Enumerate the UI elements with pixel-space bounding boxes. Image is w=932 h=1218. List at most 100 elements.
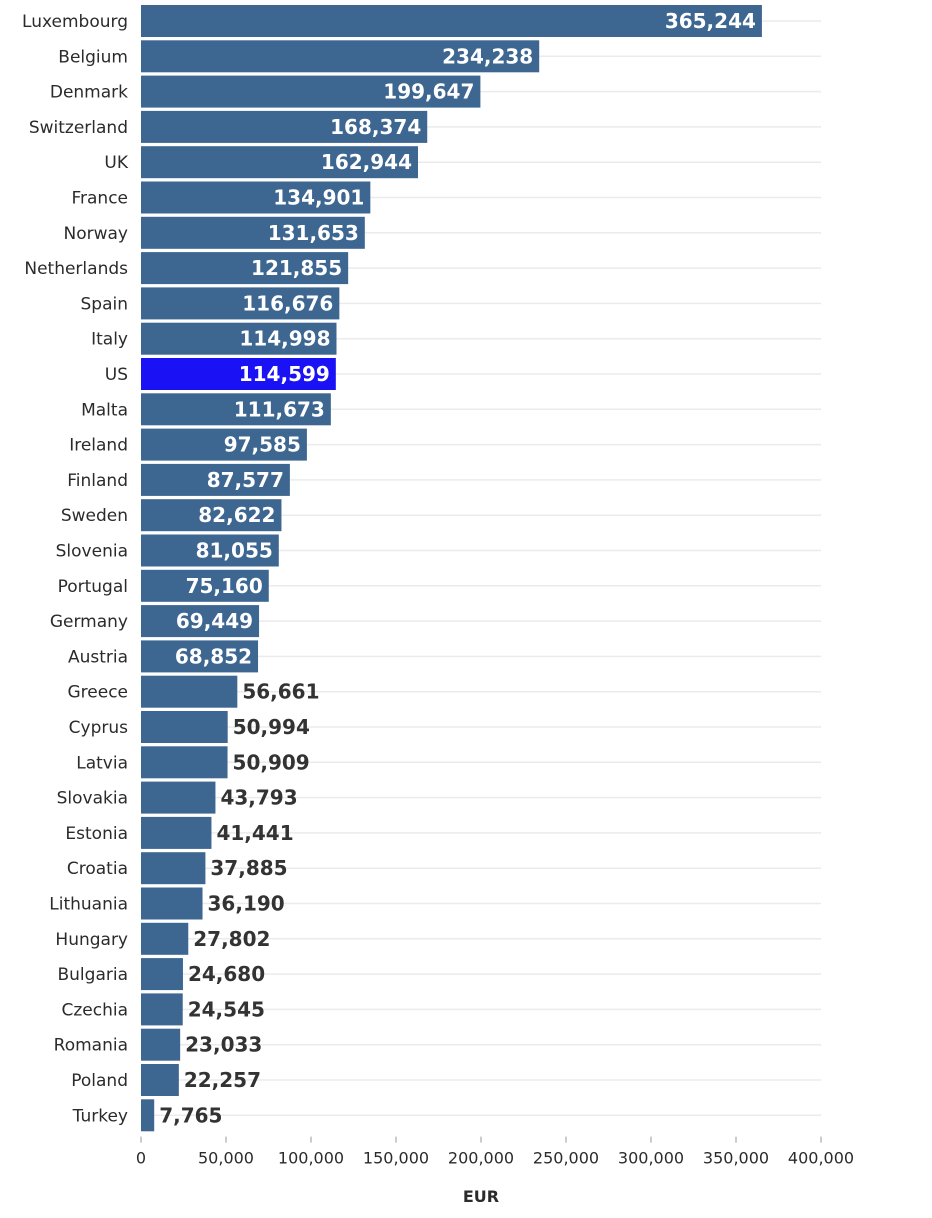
value-label: 43,793 <box>220 786 297 810</box>
bar-finland <box>141 463 290 496</box>
category-label: Sweden <box>61 506 128 526</box>
value-label: 87,577 <box>207 468 284 492</box>
category-label: France <box>71 189 128 209</box>
category-label: Austria <box>68 647 128 667</box>
value-label: 75,160 <box>186 574 263 598</box>
category-label: Finland <box>67 471 128 491</box>
category-label: Italy <box>91 330 128 350</box>
category-label: Slovenia <box>56 542 128 562</box>
category-label: Belgium <box>58 47 128 67</box>
bar-austria <box>141 640 259 673</box>
bar-greece <box>141 675 238 708</box>
category-label: Poland <box>71 1071 128 1091</box>
bar-ireland <box>141 428 307 461</box>
x-tick-label: 350,000 <box>703 1149 769 1168</box>
value-label: 168,374 <box>330 115 421 139</box>
x-tick-label: 200,000 <box>448 1149 514 1168</box>
category-label: Cyprus <box>69 718 128 738</box>
category-label: Luxembourg <box>22 12 128 32</box>
category-label: Slovakia <box>57 789 128 809</box>
bar-slovakia <box>141 781 216 814</box>
bar-bulgaria <box>141 958 183 991</box>
x-axis: 0 50,000 100,000 150,000 200,000 250,000 300,0… <box>136 1136 854 1168</box>
bar-portugal <box>141 569 269 602</box>
value-label: 41,441 <box>216 821 293 845</box>
value-label: 199,647 <box>383 80 474 104</box>
category-label: Malta <box>81 400 128 420</box>
category-label: Portugal <box>58 577 128 597</box>
value-label: 36,190 <box>208 892 285 916</box>
category-label: Romania <box>54 1036 128 1056</box>
value-label: 69,449 <box>176 609 253 633</box>
category-label: Bulgaria <box>58 965 129 985</box>
bar-sweden <box>141 499 282 532</box>
category-label: Germany <box>50 612 128 632</box>
value-label: 7,765 <box>159 1103 222 1127</box>
category-label: Estonia <box>65 824 128 844</box>
value-label: 162,944 <box>321 150 412 174</box>
category-label: Switzerland <box>29 118 128 138</box>
bar-czechia <box>141 993 183 1026</box>
category-label: Denmark <box>50 83 128 103</box>
bar-latvia <box>141 746 228 779</box>
value-label: 56,661 <box>242 680 319 704</box>
category-label: Greece <box>67 683 128 703</box>
bar-norway <box>141 216 365 249</box>
category-label: US <box>105 365 128 385</box>
value-label: 121,855 <box>251 256 342 280</box>
bar-germany <box>141 605 260 638</box>
value-label: 82,622 <box>198 503 275 527</box>
value-label: 116,676 <box>242 291 333 315</box>
value-label: 114,998 <box>239 327 330 351</box>
bar-uk <box>141 146 419 179</box>
bar-lithuania <box>141 887 203 920</box>
value-label: 24,545 <box>188 997 265 1021</box>
x-tick-label: 50,000 <box>198 1149 254 1168</box>
category-label: Croatia <box>67 859 128 879</box>
category-label: Ireland <box>69 436 128 456</box>
category-label: Czechia <box>61 1000 128 1020</box>
bar-belgium <box>141 40 540 73</box>
x-tick-label: 150,000 <box>363 1149 429 1168</box>
category-label: Turkey <box>72 1106 128 1126</box>
value-label: 114,599 <box>239 362 330 386</box>
category-label: Latvia <box>76 753 128 773</box>
label-layer: Luxembourg 365,244 Belgium 234,238 Denmark 19… <box>22 9 756 1127</box>
category-label: Norway <box>64 224 129 244</box>
value-label: 234,238 <box>442 44 533 68</box>
bar-us <box>141 358 336 390</box>
bar-poland <box>141 1064 179 1096</box>
bar-slovenia <box>141 534 279 567</box>
bar-switzerland <box>141 110 428 143</box>
category-label: Lithuania <box>49 895 128 915</box>
x-tick-label: 100,000 <box>278 1149 344 1168</box>
value-label: 81,055 <box>196 539 273 563</box>
bar-turkey <box>141 1099 155 1132</box>
bar-italy <box>141 322 337 355</box>
value-label: 131,653 <box>268 221 359 245</box>
bar-hungary <box>141 922 189 955</box>
value-label: 27,802 <box>193 927 270 951</box>
bar-estonia <box>141 816 212 849</box>
value-label: 50,909 <box>233 750 310 774</box>
category-label: Netherlands <box>24 259 128 279</box>
bar-croatia <box>141 852 206 885</box>
bar-denmark <box>141 75 481 108</box>
value-label: 68,852 <box>175 644 252 668</box>
value-label: 50,994 <box>233 715 310 739</box>
x-tick-label: 250,000 <box>533 1149 599 1168</box>
value-label: 22,257 <box>184 1068 261 1092</box>
value-label: 97,585 <box>224 433 301 457</box>
x-tick-label: 0 <box>136 1149 146 1168</box>
bar-netherlands <box>141 252 349 285</box>
value-label: 111,673 <box>234 397 325 421</box>
bar-romania <box>141 1028 181 1061</box>
x-tick-label: 300,000 <box>618 1149 684 1168</box>
bar-cyprus <box>141 711 228 743</box>
bar-luxembourg <box>141 5 762 37</box>
bar-malta <box>141 393 331 426</box>
value-label: 23,033 <box>185 1033 262 1057</box>
x-axis-title: EUR <box>463 1187 499 1206</box>
x-tick-label: 400,000 <box>788 1149 854 1168</box>
